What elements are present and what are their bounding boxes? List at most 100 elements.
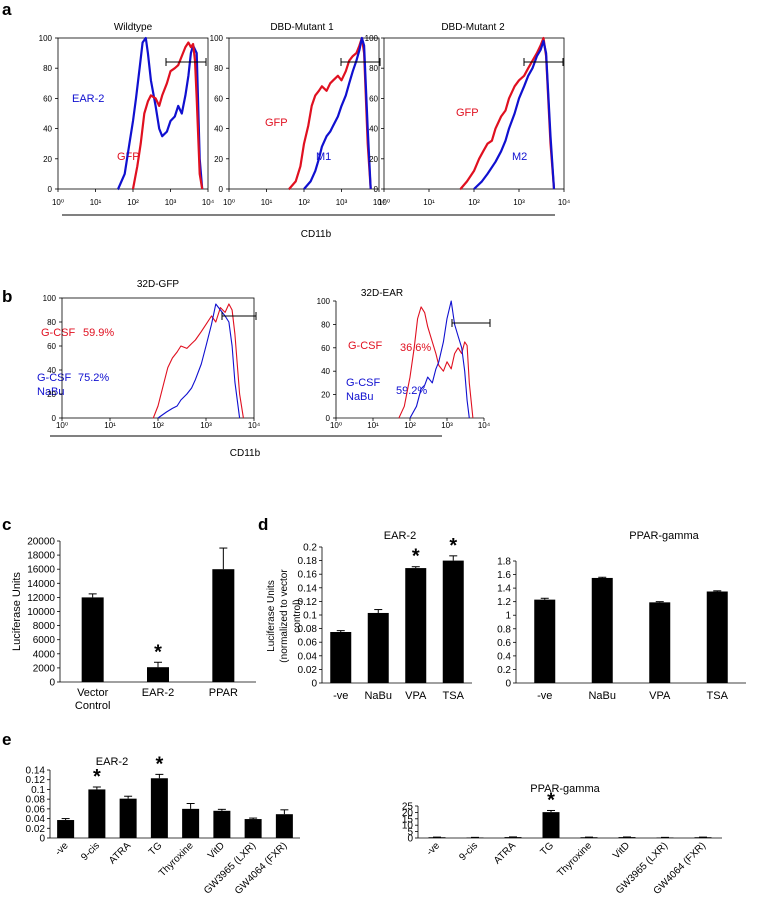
plot-e-1-bar-5: [182, 808, 200, 838]
panel-letter-a: a: [2, 0, 12, 19]
plot-b-1-ytick-label: 100: [43, 294, 57, 303]
plot-b-2-xtick-label: 10⁴: [478, 421, 491, 430]
plot-b-1-ytick-label: 20: [47, 390, 56, 399]
plot-a-1-xtick-label: 10⁰: [52, 198, 64, 207]
plot-a-1-ytick-label: 100: [39, 34, 53, 43]
plot-b-1-ytick-label: 0: [52, 414, 57, 423]
plot-a-1-ytick-label: 40: [43, 125, 52, 134]
plot-a-2-ytick-label: 0: [219, 185, 224, 194]
plot-a-2-ytick-label: 100: [210, 34, 224, 43]
plot-a-2-xtick-label: 10³: [336, 198, 348, 207]
plot-e-2-bar-1: [428, 837, 446, 838]
plot-a-1-ytick-label: 20: [43, 155, 52, 164]
plot-d-2-ytick-label: 0.6: [497, 638, 511, 649]
plot-e-1-bar-3: [119, 798, 137, 838]
plot-d-1-ytick-label: 0.14: [298, 583, 318, 594]
plot-d-2-xtick-label: VPA: [649, 690, 671, 702]
plot-d-1-xtick-label: -ve: [333, 690, 348, 702]
plot-e-2-ytick-label: 0: [407, 834, 413, 845]
plot-a-1-xtick-label: 10²: [127, 198, 139, 207]
plot-b1-blue-pct: 75.2%: [78, 372, 109, 384]
plot-c-ytick-label: 6000: [33, 635, 56, 646]
plot-b-2-xtick-label: 10¹: [367, 421, 379, 430]
plot-a-2-xtick-label: 10¹: [261, 198, 273, 207]
plot-e-2-bar-3: [504, 837, 522, 838]
plot-e-1-bar-1: [57, 820, 75, 838]
plot-a-1-series-1: [116, 36, 204, 191]
plot-e-1-xtick-label: Thyroxine: [157, 840, 196, 879]
plot-c-sig-star-2: *: [154, 641, 162, 663]
plot-d-2-ytick-label: 0.4: [497, 651, 511, 662]
plot-a-1-ytick-label: 60: [43, 94, 52, 103]
plot-b-2-series-1: [398, 306, 474, 419]
plot-a-1-ytick-label: 80: [43, 64, 52, 73]
plot-a-3-ytick-label: 100: [365, 34, 379, 43]
plot-d-1-sig-star-3: *: [412, 546, 420, 568]
plot-a1-label-1: EAR-2: [72, 93, 104, 105]
plot-e-2-ytick-label: 25: [402, 802, 414, 813]
plot-a-1-xtick-label: 10¹: [90, 198, 102, 207]
plot-a-2-xtick-label: 10⁴: [373, 198, 386, 207]
plot-b1-red-label: G-CSF: [41, 327, 76, 339]
plot-e-1-ytick-label: 0.06: [26, 804, 46, 815]
plot-e-2-sig-star-4: *: [547, 789, 555, 811]
plot-e-1-bar-8: [275, 814, 293, 838]
plot-a-3-xtick-label: 10³: [513, 198, 525, 207]
plot-d-2-ytick-label: 0: [505, 679, 511, 690]
plot-a-3-xtick-label: 10¹: [423, 198, 435, 207]
plot-d-2-ytick-label: 1.8: [497, 557, 511, 568]
plot-c-ytick-label: 10000: [27, 607, 55, 618]
plot-e-1-xtick-label: VitD: [206, 840, 227, 861]
plot-c-ytick-label: 18000: [27, 551, 55, 562]
plot-b1-blue-label-2: NaBu: [37, 386, 65, 398]
plot-e-1-ytick-label: 0.08: [26, 795, 46, 806]
plot-e-1-bar-2: [88, 789, 106, 838]
plot-e-2-bar-5: [580, 837, 598, 838]
plot-d-2-ytick-label: 1.2: [497, 597, 511, 608]
plot-b1-title: 32D-GFP: [137, 279, 180, 290]
plot-d-1-ytick-label: 0: [311, 679, 317, 690]
plot-e-1-ytick-label: 0.1: [31, 785, 45, 796]
plot-d-2-xtick-label: NaBu: [588, 690, 616, 702]
plot-c-bar-2: [147, 667, 169, 682]
panel-letter-c: c: [2, 515, 11, 534]
plot-d-1-xtick-label: NaBu: [364, 690, 392, 702]
plot-a-3-xtick-label: 10⁴: [558, 198, 571, 207]
plot-c-bar-3: [212, 569, 235, 682]
plot-b-2-ytick-label: 80: [321, 320, 330, 329]
plot-d-1-bar-3: [405, 568, 427, 683]
plot-c-xtick-label: PPAR: [209, 687, 238, 699]
plot-e-2-xtick-label: -ve: [425, 840, 443, 858]
plot-d-1-xtick-label: TSA: [443, 690, 465, 702]
plot-c-xtick-label: Vector: [77, 687, 109, 699]
plot-d-2-ytick-label: 1: [505, 611, 511, 622]
plot-d-1-ytick-label: 0.04: [298, 651, 318, 662]
plot-c-xtick-label: EAR-2: [142, 687, 174, 699]
plot-c-ytick-label: 8000: [33, 621, 56, 632]
plot-b2-blue-label-1: G-CSF: [346, 377, 381, 389]
plot-b-1-xtick-label: 10⁰: [56, 421, 68, 430]
plot-a-2-ytick-label: 20: [214, 155, 223, 164]
plot-d-1-bar-1: [330, 632, 352, 683]
plot-d-2-ytick-label: 0.2: [497, 665, 511, 676]
plot-d-1-ytick-label: 0.2: [303, 543, 317, 554]
plot-e-2-bar-8: [694, 837, 712, 838]
plot-d-1-bar-4: [442, 560, 464, 683]
plot-d-1-ytick-label: 0.06: [298, 638, 318, 649]
plot-c-ylabel: Luciferase Units: [11, 572, 23, 651]
plot-a3-label-1: GFP: [456, 107, 479, 119]
plot-a-3-ytick-label: 0: [374, 185, 379, 194]
plot-d-2-bar-2: [591, 577, 613, 683]
plot-e-2-ytick-label: 5: [407, 827, 413, 838]
plot-a3-label-2: M2: [512, 151, 527, 163]
plot-a-2-series-2: [303, 36, 372, 190]
plot-b-1-series-1: [152, 303, 244, 419]
plot-e-1-ytick-label: 0.14: [26, 766, 46, 777]
plot-b-2-ytick-label: 20: [321, 391, 330, 400]
plot-d-1-ylabel-line-1: Luciferase Units: [266, 580, 277, 652]
panel-b-shared-xlabel: CD11b: [230, 448, 261, 459]
plot-a-3-ytick-label: 60: [369, 94, 378, 103]
plot-a-1-series-2: [131, 41, 204, 190]
plot-d-2-ytick-label: 1.4: [497, 584, 511, 595]
